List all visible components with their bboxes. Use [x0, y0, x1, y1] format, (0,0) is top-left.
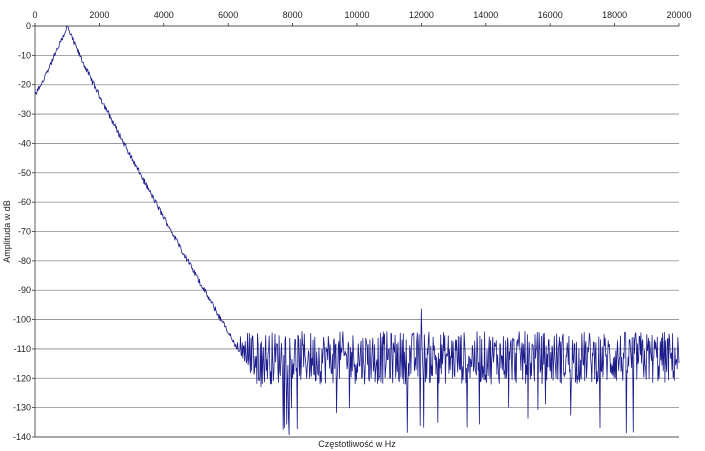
x-tick-label: 8000: [283, 10, 303, 20]
series-layer: [34, 25, 680, 436]
x-tick-label: 6000: [218, 10, 238, 20]
y-tick-label: -90: [18, 285, 31, 295]
x-tick-label: 10000: [344, 10, 369, 20]
spectrum-line: [34, 25, 680, 436]
y-tick-label: -30: [18, 109, 31, 119]
y-tick-label: -60: [18, 197, 31, 207]
y-axis-title: Amplituda w dB: [2, 200, 12, 263]
x-tick-label: 0: [32, 10, 37, 20]
y-tick-label: -110: [14, 344, 31, 354]
y-tick-label: -130: [13, 403, 31, 413]
y-tick-label: -80: [18, 256, 31, 266]
x-tick-label: 16000: [538, 10, 563, 20]
x-tick-label: 2000: [89, 10, 109, 20]
x-axis-title: Częstotliwość w Hz: [318, 439, 396, 449]
y-tick-label: -10: [18, 50, 31, 60]
y-tick-label: -140: [13, 432, 31, 442]
y-tick-label: -120: [13, 373, 31, 383]
x-tick-label: 14000: [473, 10, 498, 20]
tick-labels: 0 -10 -20 -30 -40 -50 -60 -70 -80 -90 -100 -110 -120…: [13, 10, 692, 442]
y-tick-label: -100: [13, 315, 31, 325]
y-tick-label: -70: [18, 227, 31, 237]
x-tick-label: 4000: [154, 10, 174, 20]
y-tick-label: -20: [18, 80, 31, 90]
axes: [32, 23, 680, 438]
x-tick-label: 20000: [666, 10, 691, 20]
x-tick-label: 12000: [409, 10, 434, 20]
y-tick-label: -50: [18, 168, 31, 178]
y-tick-label: -40: [18, 138, 31, 148]
x-tick-label: 18000: [602, 10, 627, 20]
gridlines: [35, 25, 679, 438]
y-tick-label: 0: [26, 21, 31, 31]
